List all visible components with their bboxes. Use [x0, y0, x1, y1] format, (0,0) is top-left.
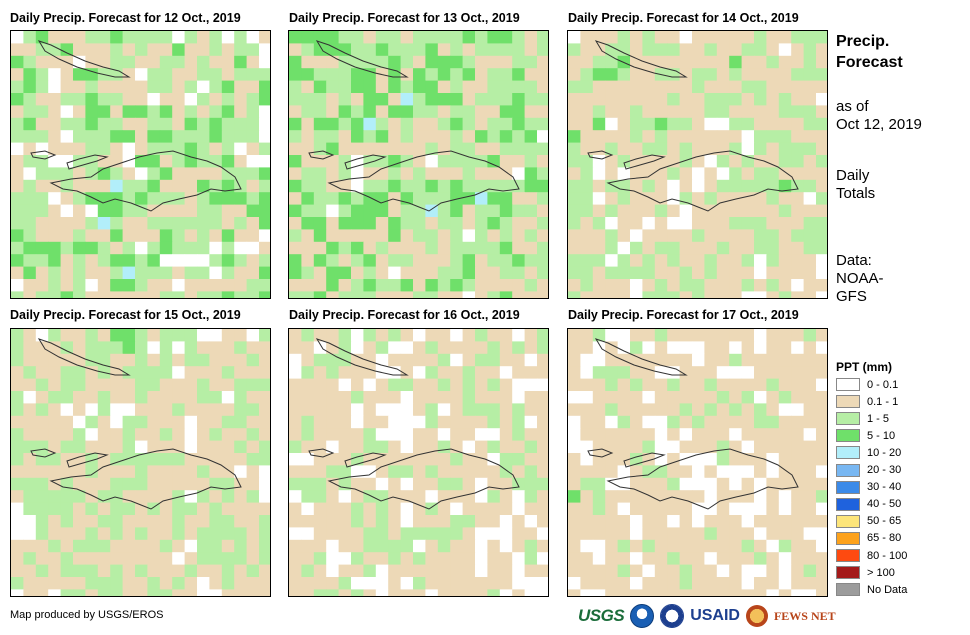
- precip-grid: [289, 329, 548, 596]
- legend-swatch: [836, 549, 860, 562]
- precip-grid: [568, 31, 827, 298]
- legend-item: 50 - 65: [836, 513, 901, 530]
- legend-label: 10 - 20: [867, 446, 902, 459]
- map-panel-1: [10, 30, 271, 299]
- legend-label: 0.1 - 1: [867, 395, 899, 408]
- sidebar-asof-line1: as of: [836, 98, 869, 115]
- map-panel-2: [288, 30, 549, 299]
- coastline-outline: [587, 448, 614, 458]
- sidebar-data-source: Data: NOAA- GFS: [836, 252, 884, 306]
- coastline-outline: [594, 40, 688, 78]
- coastline-outline: [37, 338, 131, 376]
- legend-label: 20 - 30: [867, 464, 902, 476]
- coastline-outline: [308, 448, 335, 458]
- coastline-outline: [49, 150, 242, 212]
- legend-title: PPT (mm): [836, 360, 893, 374]
- panel-title-2: Daily Precip. Forecast for 13 Oct., 2019: [289, 11, 520, 25]
- precip-grid: [11, 329, 270, 596]
- coastline-outline: [30, 448, 57, 458]
- fews-net-logo: FEWS NET: [773, 608, 836, 623]
- coastline-outline: [587, 150, 614, 160]
- legend-swatch: [836, 566, 860, 580]
- legend-label: > 100: [867, 566, 895, 579]
- coastline-outline: [327, 448, 520, 510]
- legend-item: 10 - 20: [836, 444, 901, 461]
- legend-swatch: [836, 378, 860, 391]
- usaid-seal-icon: [660, 604, 685, 628]
- legend-label: 5 - 10: [867, 429, 896, 442]
- legend-item: 65 - 80: [836, 530, 901, 547]
- coastline-outline: [606, 150, 799, 212]
- coastline-outline: [49, 448, 242, 510]
- logo-strip: USGS USAID FEWS NET: [578, 603, 836, 629]
- legend-swatch: [836, 583, 860, 597]
- legend-item: 40 - 50: [836, 496, 901, 513]
- legend-label: 1 - 5: [867, 412, 890, 425]
- legend-item: 20 - 30: [836, 462, 901, 479]
- panel-title-5: Daily Precip. Forecast for 16 Oct., 2019: [289, 308, 520, 322]
- legend-label: 0 - 0.1: [867, 378, 899, 391]
- legend-swatch: [836, 514, 860, 528]
- sidebar-data-line3: GFS: [836, 288, 867, 305]
- legend-label: 80 - 100: [867, 549, 908, 562]
- coastline-outline: [37, 40, 131, 78]
- legend-item: > 100: [836, 564, 895, 581]
- usgs-logo: USGS: [578, 606, 625, 625]
- usaid-logo: USAID: [690, 607, 740, 624]
- sidebar-asof: as of Oct 12, 2019: [836, 98, 922, 134]
- legend-swatch: [836, 412, 860, 426]
- sidebar-totals: Daily Totals: [836, 167, 875, 203]
- map-panel-4: [10, 328, 271, 597]
- legend-item: 0 - 0.1: [836, 376, 898, 393]
- legend-swatch: [836, 395, 860, 409]
- map-panel-3: [567, 30, 828, 299]
- legend-item: 1 - 5: [836, 410, 889, 427]
- coastline-outline: [606, 448, 799, 510]
- legend-item: 0.1 - 1: [836, 393, 898, 410]
- legend-swatch: [836, 429, 860, 443]
- sidebar-asof-line2: Oct 12, 2019: [836, 116, 922, 133]
- coastline-outline: [327, 150, 520, 212]
- legend-label: 65 - 80: [867, 532, 902, 545]
- panel-title-3: Daily Precip. Forecast for 14 Oct., 2019: [568, 11, 799, 25]
- legend-swatch: [836, 480, 860, 494]
- map-panel-5: [288, 328, 549, 597]
- coastline-outline: [315, 40, 409, 78]
- panel-title-1: Daily Precip. Forecast for 12 Oct., 2019: [10, 11, 241, 25]
- sidebar-title-line2: Forecast: [836, 54, 903, 71]
- legend-label: No Data: [867, 583, 908, 596]
- legend-item: No Data: [836, 581, 907, 598]
- legend-item: 5 - 10: [836, 427, 895, 444]
- legend-swatch: [836, 463, 860, 477]
- legend-label: 30 - 40: [867, 481, 902, 494]
- legend-swatch: [836, 497, 860, 511]
- sidebar-data-line2: NOAA-: [836, 270, 884, 287]
- map-credit: Map produced by USGS/EROS: [10, 609, 164, 621]
- fews-net-logo-icon: [745, 605, 768, 627]
- coastline-outline: [308, 150, 335, 160]
- legend-label: 50 - 65: [867, 515, 902, 528]
- sidebar-totals-line1: Daily: [836, 167, 870, 184]
- sidebar-totals-line2: Totals: [836, 185, 876, 202]
- coastline-outline: [594, 338, 688, 376]
- coastline-outline: [315, 338, 409, 376]
- legend-label: 40 - 50: [867, 498, 902, 511]
- noaa-logo-icon: [630, 604, 655, 628]
- precip-grid: [568, 329, 827, 596]
- panel-title-4: Daily Precip. Forecast for 15 Oct., 2019: [10, 308, 241, 322]
- sidebar-data-line1: Data:: [836, 252, 872, 269]
- sidebar-title-line1: Precip.: [836, 33, 890, 50]
- coastline-outline: [30, 150, 57, 160]
- legend-swatch: [836, 531, 860, 545]
- legend-swatch: [836, 446, 860, 460]
- legend-item: 30 - 40: [836, 479, 901, 496]
- sidebar-title: Precip. Forecast: [836, 31, 903, 73]
- panel-title-6: Daily Precip. Forecast for 17 Oct., 2019: [568, 308, 799, 322]
- map-panel-6: [567, 328, 828, 597]
- precip-grid: [11, 31, 270, 298]
- precip-grid: [289, 31, 548, 298]
- legend-item: 80 - 100: [836, 547, 907, 564]
